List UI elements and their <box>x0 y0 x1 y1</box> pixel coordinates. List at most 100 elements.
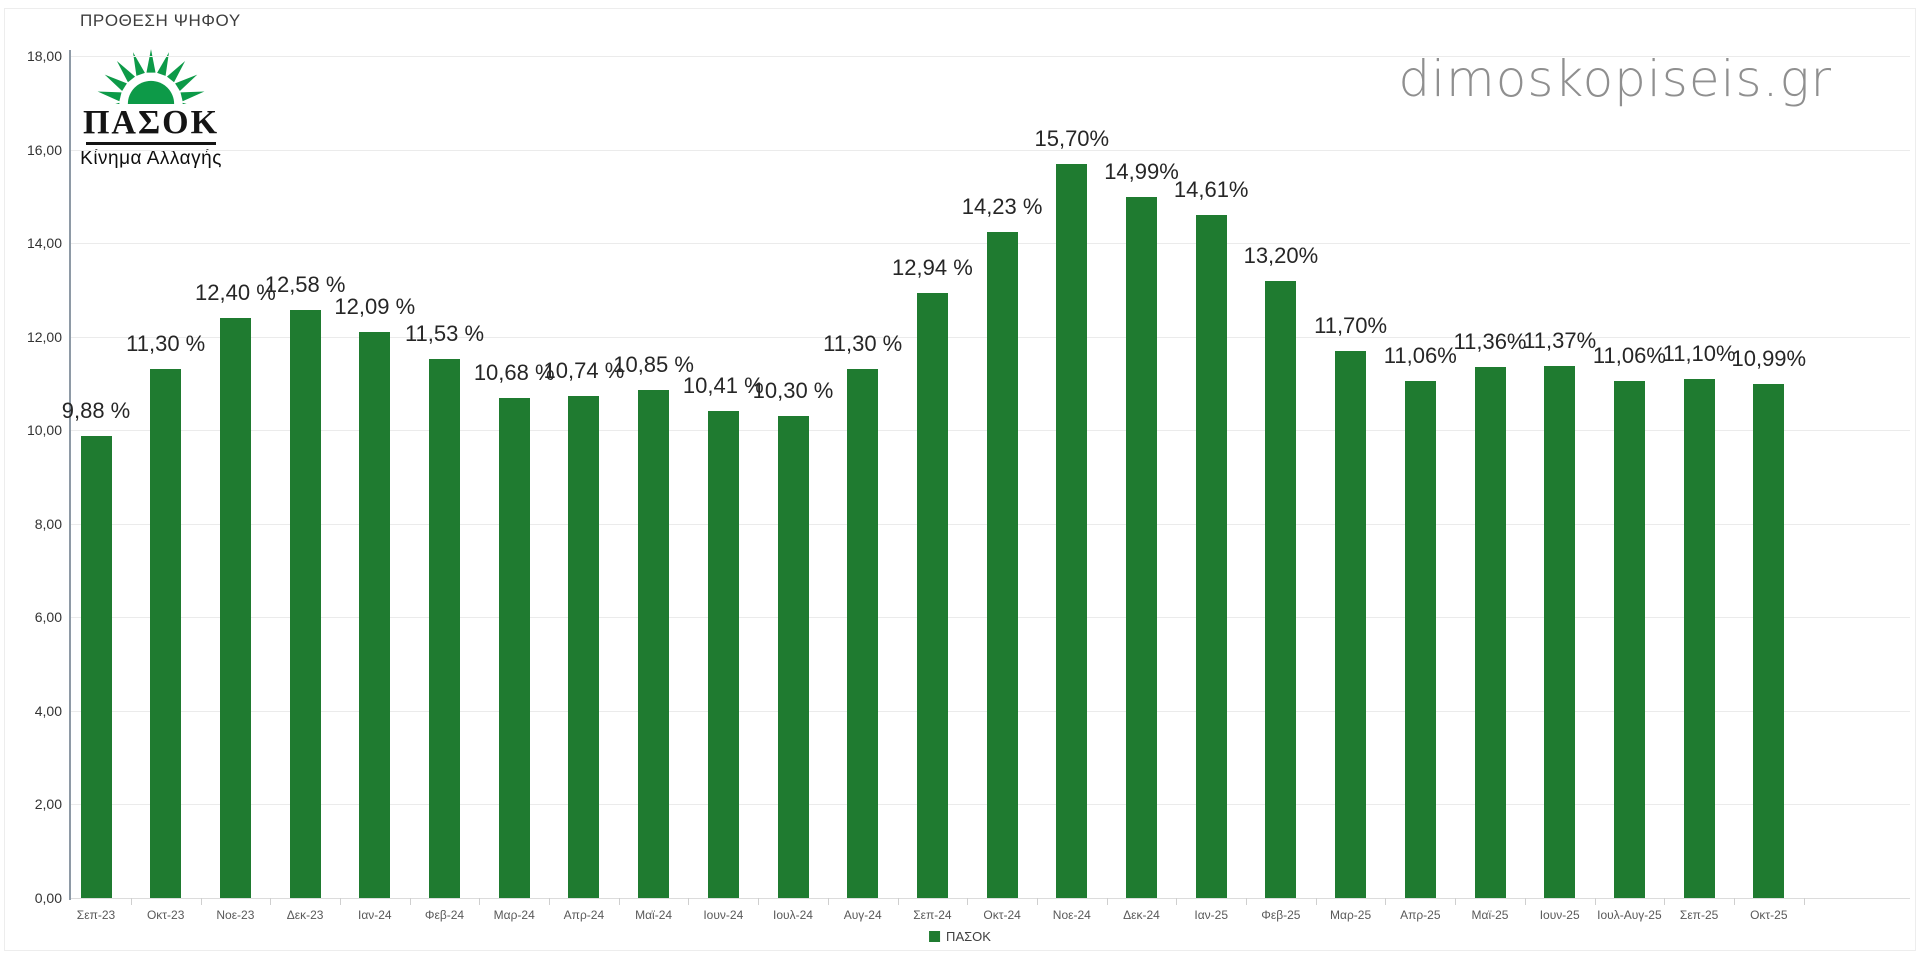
logo-subtitle: Κίνημα Αλλαγής <box>80 148 222 169</box>
gridline-0,00 <box>70 898 1910 899</box>
bar-Αυγ-24 <box>847 369 879 898</box>
bar-value-label: 11,70% <box>1314 312 1388 338</box>
bar-value-label: 11,37% <box>1523 328 1597 354</box>
y-tick-label: 16,00 <box>26 141 62 158</box>
x-axis-tick <box>967 898 969 905</box>
bar-value-label: 11,06% <box>1592 342 1666 368</box>
bar-value-label: 10,74 % <box>543 357 625 383</box>
x-axis-tick <box>1246 898 1248 905</box>
x-tick-label: Ιαν-25 <box>1194 908 1228 922</box>
x-tick-label: Φεβ-25 <box>1261 908 1301 922</box>
x-tick-label: Σεπ-24 <box>913 908 952 922</box>
logo-party-name: ΠΑΣΟΚ <box>82 104 220 141</box>
x-axis-tick <box>270 898 272 905</box>
bar-value-label: 12,40 % <box>195 279 276 305</box>
bar-Ιουλ-Αυγ-25 <box>1613 380 1645 898</box>
x-tick-label: Οκτ-24 <box>983 908 1021 922</box>
y-tick-label: 14,00 <box>26 235 62 252</box>
gridline-18,00 <box>70 56 1910 57</box>
x-tick-label: Μαρ-25 <box>1330 908 1372 922</box>
bar-value-label: 10,30 % <box>752 378 834 404</box>
x-axis-tick <box>1733 898 1735 905</box>
bar-value-label: 10,99% <box>1731 345 1807 371</box>
bar-value-label: 10,68 % <box>473 360 555 386</box>
x-axis-tick <box>758 898 760 905</box>
bar-Ιουν-24 <box>707 411 739 898</box>
bar-value-label: 10,85 % <box>613 352 694 378</box>
x-tick-label: Μαϊ-24 <box>635 908 673 922</box>
x-tick-label: Νοε-23 <box>216 908 255 922</box>
x-tick-label: Φεβ-24 <box>424 908 465 922</box>
x-axis-tick <box>130 898 132 905</box>
bar-Δεκ-23 <box>289 309 321 898</box>
gridline-16,00 <box>70 149 1910 151</box>
x-tick-label: Δεκ-24 <box>1123 908 1160 922</box>
x-axis-tick <box>1106 898 1108 905</box>
x-axis-tick <box>549 898 551 905</box>
x-axis-tick <box>200 898 202 905</box>
bar-Μαρ-25 <box>1335 350 1367 898</box>
bar-Μαρ-24 <box>498 398 530 898</box>
bar-Νοε-24 <box>1056 163 1088 898</box>
bar-value-label: 14,99% <box>1104 158 1179 184</box>
x-tick-label: Ιουλ-24 <box>773 908 813 922</box>
x-axis-tick <box>688 898 690 905</box>
x-axis-tick <box>479 898 481 905</box>
bar-Σεπ-24 <box>916 292 948 898</box>
bar-value-label: 12,94 % <box>892 254 973 280</box>
x-axis-tick <box>1176 898 1178 905</box>
x-tick-label: Απρ-24 <box>563 908 605 922</box>
bar-Σεπ-23 <box>80 435 112 898</box>
y-tick-label: 18,00 <box>26 48 62 64</box>
legend-label: ΠΑΣΟΚ <box>946 929 991 944</box>
bar-value-label: 10,41 % <box>682 373 764 399</box>
plot-area: 9,88 % Σεπ-23 11,30 % Οκτ-23 12,40 % Νοε-23 12… <box>62 50 1910 922</box>
pasok-sun-icon <box>97 49 205 104</box>
x-tick-label: Ιαν-24 <box>357 908 392 922</box>
chart-title: ΠΡΟΘΕΣΗ ΨΗΦΟΥ <box>80 11 241 30</box>
y-axis-line <box>69 50 71 900</box>
y-tick-label: 0,00 <box>34 890 62 906</box>
bar-value-label: 11,30 % <box>823 331 903 357</box>
x-tick-label: Οκτ-25 <box>1750 908 1788 922</box>
x-tick-label: Μαρ-24 <box>493 908 535 922</box>
legend-swatch <box>929 931 941 942</box>
x-axis-tick <box>1803 898 1805 905</box>
x-tick-label: Ιουν-24 <box>703 908 744 922</box>
bar-Οκτ-23 <box>150 369 182 898</box>
bar-Οκτ-24 <box>986 232 1018 898</box>
legend: ΠΑΣΟΚ <box>929 929 991 944</box>
x-axis-tick <box>1524 898 1526 905</box>
x-tick-label: Σεπ-25 <box>1679 908 1719 922</box>
x-axis-tick <box>1385 898 1387 905</box>
x-tick-label: Σεπ-23 <box>76 908 116 922</box>
x-axis-tick <box>409 898 411 905</box>
bar-Νοε-23 <box>219 317 251 898</box>
bar-Δεκ-24 <box>1126 196 1157 898</box>
y-tick-label: 12,00 <box>26 328 62 345</box>
bar-value-label: 14,61% <box>1173 176 1249 202</box>
bar-Σεπ-25 <box>1683 378 1715 898</box>
bar-value-label: 11,10% <box>1662 340 1736 366</box>
bar-Οκτ-25 <box>1753 383 1785 898</box>
bar-value-label: 12,58 % <box>264 271 346 297</box>
y-tick-label: 4,00 <box>34 702 62 719</box>
x-axis-tick <box>1455 898 1457 905</box>
bar-Φεβ-25 <box>1265 280 1297 898</box>
x-axis-tick <box>618 898 620 905</box>
x-axis-tick <box>1664 898 1666 905</box>
x-axis-tick <box>1036 898 1038 905</box>
bar-value-label: 13,20% <box>1243 242 1319 268</box>
watermark-dimoskopiseis: dimoskopiseis.gr <box>1398 50 1832 108</box>
x-axis-tick <box>897 898 899 905</box>
x-axis-tick <box>1315 898 1317 905</box>
bar-value-label: 11,06% <box>1383 342 1457 368</box>
bar-Μαϊ-25 <box>1474 366 1506 898</box>
logo-underline <box>86 142 216 145</box>
x-tick-label: Οκτ-23 <box>146 908 185 922</box>
bar-value-label: 9,88 % <box>61 397 131 423</box>
pasok-logo: ΠΑΣΟΚ Κίνημα Αλλαγής <box>62 44 240 170</box>
x-tick-label: Ιουλ-Αυγ-25 <box>1597 908 1662 922</box>
x-axis-tick <box>1594 898 1596 905</box>
bar-value-label: 11,53 % <box>404 320 485 346</box>
